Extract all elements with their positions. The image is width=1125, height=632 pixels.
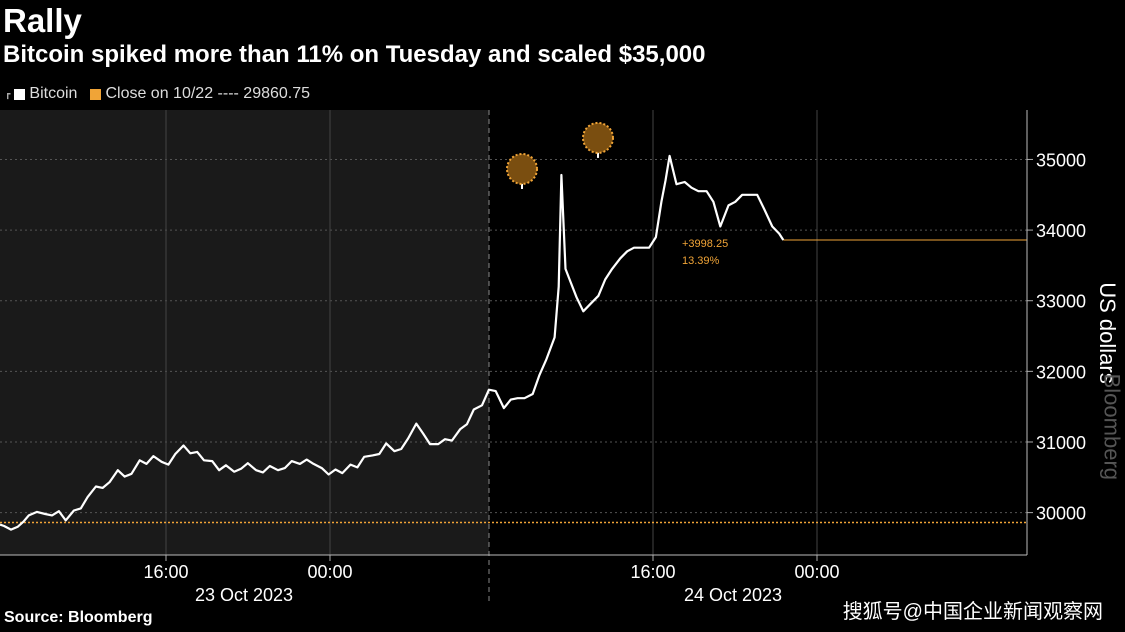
- y-tick-label: 30000: [1036, 504, 1086, 524]
- legend: ┏ Bitcoin Close on 10/22 ---- 29860.75: [5, 85, 320, 103]
- legend-item-close[interactable]: Close on 10/22 ---- 29860.75: [87, 85, 310, 103]
- y-tick-label: 31000: [1036, 433, 1086, 453]
- watermark: 搜狐号@中国企业新闻观察网: [842, 601, 1103, 623]
- series-line-bitcoin: [0, 154, 785, 531]
- brand-watermark: Bloomberg: [1099, 373, 1124, 480]
- y-tick-label: 34000: [1036, 221, 1086, 241]
- peak-marker[interactable]: [506, 152, 538, 185]
- annotations: +3998.25 13.39%: [506, 121, 728, 267]
- y-tick-label: 32000: [1036, 362, 1086, 382]
- x-tick-label: 16:00: [630, 562, 675, 582]
- chart-subtitle: Bitcoin spiked more than 11% on Tuesday …: [3, 41, 706, 68]
- shaded-region: [0, 110, 489, 555]
- change-pct-label: 13.39%: [682, 255, 720, 267]
- x-date-label: 23 Oct 2023: [195, 585, 293, 605]
- chart-title: Rally: [3, 2, 82, 39]
- legend-marker-icon: ┏: [5, 88, 11, 99]
- legend-label-close: Close on 10/22 ---- 29860.75: [105, 85, 311, 102]
- y-tick-label: 35000: [1036, 150, 1086, 170]
- y-tick-label: 33000: [1036, 292, 1086, 312]
- x-tick-label: 00:00: [307, 562, 352, 582]
- legend-item-bitcoin[interactable]: ┏ Bitcoin: [5, 85, 77, 103]
- x-tick-label: 16:00: [143, 562, 188, 582]
- legend-swatch-close: [90, 88, 102, 100]
- series-group: [0, 154, 785, 531]
- grid: [0, 110, 1027, 605]
- x-date-label: 24 Oct 2023: [684, 585, 782, 605]
- y-axis-label: US dollars: [1095, 282, 1120, 383]
- legend-swatch-bitcoin: [14, 88, 26, 100]
- x-tick-label: 00:00: [794, 562, 839, 582]
- reference-line-group: [0, 239, 1027, 524]
- legend-label-bitcoin: Bitcoin: [29, 85, 78, 102]
- source-note: Source: Bloomberg: [4, 609, 153, 626]
- peak-marker[interactable]: [582, 121, 614, 154]
- change-value-label: +3998.25: [682, 238, 728, 250]
- axes: 30000 31000 32000 33000 34000 35000 16:00 00:00…: [0, 110, 1086, 605]
